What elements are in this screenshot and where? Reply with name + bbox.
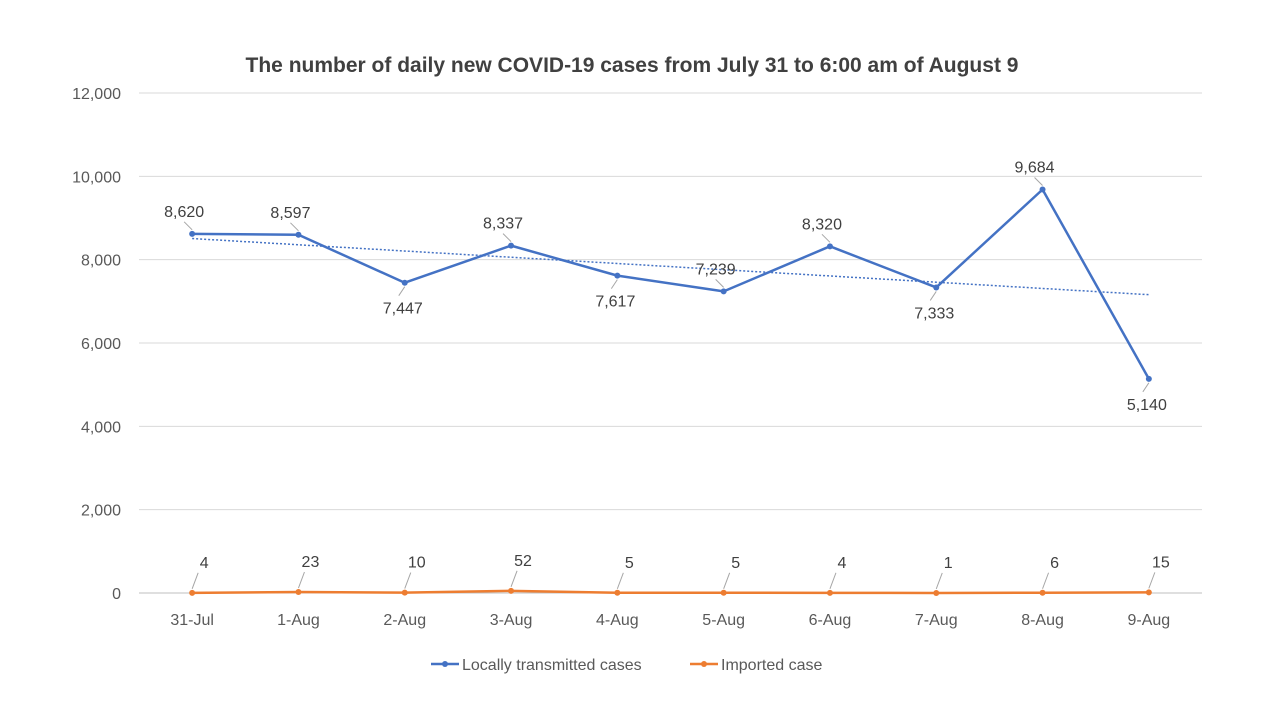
data-point: [1145, 375, 1152, 382]
data-point: [933, 284, 940, 291]
data-label: 7,447: [383, 301, 423, 318]
legend: Locally transmitted cases Imported case: [431, 657, 822, 674]
y-tick-label: 2,000: [81, 503, 121, 520]
y-tick-label: 10,000: [72, 169, 121, 186]
data-point: [933, 589, 940, 596]
data-label-leader: [191, 572, 199, 590]
y-axis-ticks: 0 2,000 4,000 6,000 8,000 10,000 12,000: [72, 86, 121, 603]
data-label-leader: [290, 222, 299, 232]
data-label-leader: [1042, 572, 1050, 589]
data-label-leader: [935, 572, 943, 590]
data-point: [826, 589, 833, 596]
data-label-leader: [821, 233, 831, 243]
data-label: 6: [1050, 555, 1059, 572]
data-label-leader: [929, 291, 937, 301]
data-label-leader: [297, 571, 305, 589]
data-point: [1145, 589, 1152, 596]
data-point: [189, 230, 196, 237]
trendline: [192, 237, 1149, 296]
data-label: 4: [837, 555, 846, 572]
y-tick-label: 4,000: [81, 419, 121, 436]
data-point: [508, 587, 515, 594]
data-point: [295, 589, 302, 596]
legend-item-imported: Imported case: [690, 657, 822, 674]
data-label-leader: [723, 572, 731, 589]
data-label: 10: [408, 555, 426, 572]
data-label: 5,140: [1127, 397, 1167, 414]
data-point: [401, 279, 408, 286]
x-tick-label: 2-Aug: [383, 612, 426, 629]
x-tick-label: 5-Aug: [702, 612, 745, 629]
data-label-leader: [183, 221, 193, 231]
data-label: 5: [625, 555, 634, 572]
data-label-leader: [1148, 572, 1156, 589]
data-label: 8,597: [270, 205, 310, 222]
data-label-leader: [1034, 177, 1043, 186]
legend-item-locally-transmitted: Locally transmitted cases: [431, 657, 642, 674]
x-tick-label: 1-Aug: [277, 612, 320, 629]
x-tick-label: 7-Aug: [915, 612, 958, 629]
legend-marker-imported: [701, 661, 707, 667]
data-label: 8,620: [164, 204, 204, 221]
data-point: [1039, 186, 1046, 193]
data-label: 8,320: [802, 216, 842, 233]
x-tick-label: 4-Aug: [596, 612, 639, 629]
data-point: [826, 243, 833, 250]
y-tick-label: 8,000: [81, 253, 121, 270]
trendline-group: [192, 237, 1149, 296]
data-label: 7,239: [696, 261, 736, 278]
legend-label-locally-transmitted: Locally transmitted cases: [462, 657, 642, 674]
chart-title: The number of daily new COVID-19 cases f…: [246, 54, 1019, 77]
data-point: [614, 272, 621, 279]
data-point: [720, 589, 727, 596]
data-label-leader: [715, 279, 725, 288]
data-label-leader: [1142, 382, 1150, 393]
data-label: 8,337: [483, 216, 523, 233]
data-label: 23: [302, 554, 320, 571]
data-point: [401, 589, 408, 596]
data-label: 9,684: [1015, 160, 1055, 177]
x-tick-label: 31-Jul: [170, 612, 214, 629]
data-label: 7,333: [914, 305, 954, 322]
data-label: 7,617: [595, 294, 635, 311]
data-label: 1: [944, 555, 953, 572]
x-tick-label: 3-Aug: [490, 612, 533, 629]
x-tick-label: 6-Aug: [809, 612, 852, 629]
data-label-leader: [404, 572, 412, 589]
data-label: 15: [1152, 554, 1170, 571]
data-label-leader: [610, 279, 618, 289]
data-point: [1039, 589, 1046, 596]
y-tick-label: 6,000: [81, 336, 121, 353]
y-tick-label: 12,000: [72, 86, 121, 103]
data-label: 52: [514, 553, 532, 570]
data-label-leader: [616, 572, 624, 589]
data-label-leader: [829, 572, 837, 590]
data-label: 4: [200, 555, 209, 572]
legend-marker-locally-transmitted: [442, 661, 448, 667]
data-point: [614, 589, 621, 596]
data-label: 5: [731, 555, 740, 572]
data-labels: 8,620 8,597 7,447 8,337 7,617 7,239 8,320 7,333…: [164, 160, 1170, 590]
x-tick-label: 8-Aug: [1021, 612, 1064, 629]
data-label-leader: [398, 286, 406, 296]
gridlines: [139, 92, 1202, 594]
y-tick-label: 0: [112, 586, 121, 603]
series-group: [189, 186, 1152, 596]
series-line-0: [192, 188, 1150, 380]
data-label-leader: [510, 570, 518, 588]
x-axis-ticks: 31-Jul 1-Aug 2-Aug 3-Aug 4-Aug 5-Aug 6-Aug 7-Au…: [170, 612, 1170, 629]
data-point: [189, 589, 196, 596]
data-point: [508, 242, 515, 249]
data-label-leader: [502, 233, 512, 242]
x-tick-label: 9-Aug: [1127, 612, 1170, 629]
legend-label-imported: Imported case: [721, 657, 822, 674]
data-point: [720, 288, 727, 295]
data-point: [295, 231, 302, 238]
series-line-1: [192, 589, 1149, 595]
